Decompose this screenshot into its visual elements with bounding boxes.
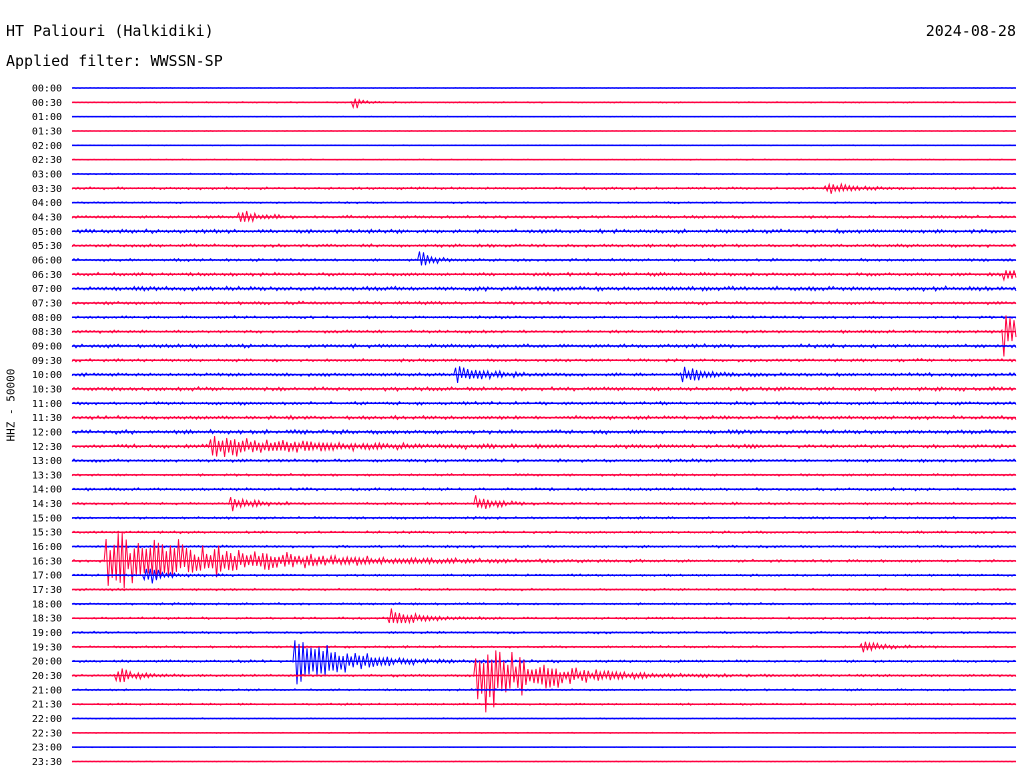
- trace-0500: [71, 228, 1017, 235]
- tick-label-0500: 05:00: [32, 227, 62, 238]
- trace-1700: [71, 568, 1017, 584]
- tick-label-2230: 22:30: [32, 728, 62, 739]
- tick-label-1700: 17:00: [32, 571, 62, 582]
- tick-label-2000: 20:00: [32, 657, 62, 668]
- tick-label-0530: 05:30: [32, 241, 62, 252]
- tick-label-1230: 12:30: [32, 442, 62, 453]
- tick-label-1330: 13:30: [32, 470, 62, 481]
- filter-label: Applied filter: WWSSN-SP: [6, 52, 223, 70]
- tick-label-0400: 04:00: [32, 198, 62, 209]
- tick-label-1430: 14:30: [32, 499, 62, 510]
- tick-label-0830: 08:30: [32, 327, 62, 338]
- tick-label-1600: 16:00: [32, 542, 62, 553]
- tick-label-0600: 06:00: [32, 255, 62, 266]
- tick-label-0130: 01:30: [32, 126, 62, 137]
- tick-label-0630: 06:30: [32, 270, 62, 281]
- tick-label-0330: 03:30: [32, 184, 62, 195]
- tick-label-0730: 07:30: [32, 298, 62, 309]
- tick-label-0900: 09:00: [32, 341, 62, 352]
- trace-0630: [71, 270, 1017, 282]
- tick-label-2130: 21:30: [32, 700, 62, 711]
- tick-label-0930: 09:30: [32, 356, 62, 367]
- tick-label-0800: 08:00: [32, 313, 62, 324]
- trace-0030: [71, 98, 1017, 110]
- tick-label-2300: 23:00: [32, 743, 62, 754]
- tick-label-0700: 07:00: [32, 284, 62, 295]
- tick-label-1500: 15:00: [32, 513, 62, 524]
- time-tick-labels: 00:00 00:30 01:00 01:30 02:00 02:30 03:00 03:30…: [32, 84, 62, 769]
- tick-label-1930: 19:30: [32, 642, 62, 653]
- tick-label-0000: 00:00: [32, 84, 62, 95]
- seismic-traces: [71, 87, 1017, 763]
- trace-1830: [71, 608, 1017, 625]
- tick-label-1530: 15:30: [32, 528, 62, 539]
- tick-label-2100: 21:00: [32, 685, 62, 696]
- tick-label-1000: 10:00: [32, 370, 62, 381]
- trace-0600: [71, 251, 1017, 266]
- tick-label-1830: 18:30: [32, 614, 62, 625]
- tick-label-1200: 12:00: [32, 427, 62, 438]
- tick-label-0200: 02:00: [32, 141, 62, 152]
- tick-label-1100: 11:00: [32, 399, 62, 410]
- date-label: 2024-08-28: [925, 22, 1016, 40]
- tick-label-1400: 14:00: [32, 485, 62, 496]
- tick-label-1300: 13:00: [32, 456, 62, 467]
- tick-label-0030: 00:30: [32, 98, 62, 109]
- tick-label-1900: 19:00: [32, 628, 62, 639]
- tick-label-0430: 04:30: [32, 212, 62, 223]
- trace-0830: [71, 315, 1017, 357]
- tick-label-0100: 01:00: [32, 112, 62, 123]
- tick-label-0230: 02:30: [32, 155, 62, 166]
- tick-label-1030: 10:30: [32, 384, 62, 395]
- tick-label-0300: 03:00: [32, 169, 62, 180]
- tick-label-2200: 22:00: [32, 714, 62, 725]
- tick-label-2030: 20:30: [32, 671, 62, 682]
- tick-label-2330: 23:30: [32, 757, 62, 768]
- tick-label-1130: 11:30: [32, 413, 62, 424]
- station-title: HT Paliouri (Halkidiki): [6, 22, 214, 40]
- tick-label-1630: 16:30: [32, 556, 62, 567]
- tick-label-1730: 17:30: [32, 585, 62, 596]
- tick-label-1800: 18:00: [32, 599, 62, 610]
